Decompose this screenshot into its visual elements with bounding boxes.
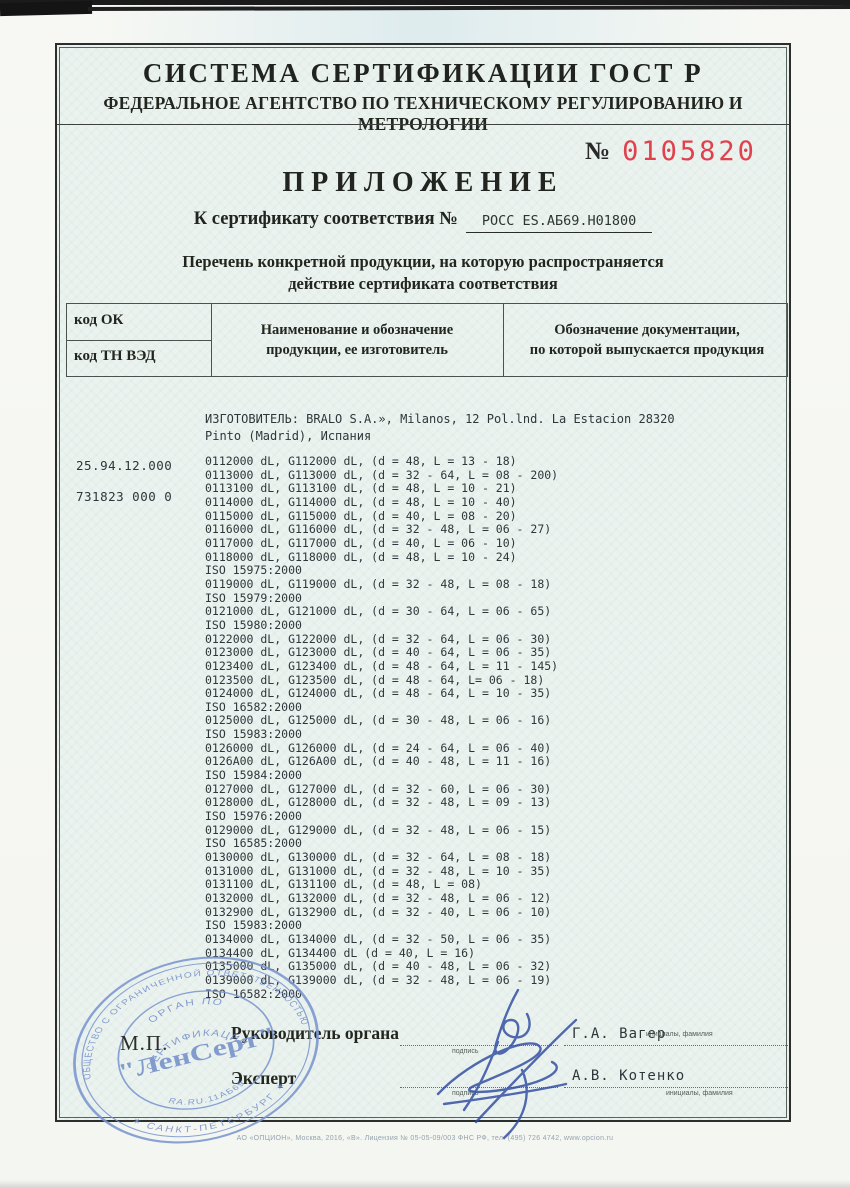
expert-label: Эксперт [231,1068,297,1088]
product-line: 0113100 dL, G113100 dL, (d = 48, L = 10 … [205,481,517,496]
product-line: 0123400 dL, G123400 dL, (d = 48 - 64, L … [205,658,559,673]
product-line: 0113000 dL, G113000 dL, (d = 32 - 64, L … [205,467,559,482]
product-line: 0117000 dL, G117000 dL, (d = 40, L = 06 … [205,535,517,550]
signature-line-2 [400,1087,558,1088]
certificate-reference-number: РОСС ES.АБ69.H01800 [465,213,653,233]
product-line: 0119000 dL, G119000 dL, (d = 32 - 48, L … [205,576,552,591]
product-line: ISO 16585:2000 [205,836,302,851]
manufacturer-line2: Pinto (Madrid), Испания [205,429,372,443]
subtitle-line2: действие сертификата соответствия [288,273,558,293]
product-line: 0114000 dL, G114000 dL, (d = 48, L = 10 … [205,494,517,509]
product-list: 0112000 dL, G112000 dL, (d = 48, L = 13 … [205,454,785,1001]
sign-caption-2: подпись [452,1090,479,1097]
name-line-1 [564,1045,788,1046]
certificate-frame-inner [59,47,787,1118]
product-line: 0122000 dL, G122000 dL, (d = 32 - 64, L … [205,631,552,646]
product-line: 0121000 dL, G121000 dL, (d = 30 - 64, L … [205,604,552,619]
product-line: 0130000 dL, G130000 dL, (d = 32 - 64, L … [205,850,552,865]
agency-title: ФЕДЕРАЛЬНОЕ АГЕНТСТВО ПО ТЕХНИЧЕСКОМУ РЕ… [103,93,743,134]
ok-code-value: 25.94.12.000 [76,458,173,473]
stamp-inner-line1: ОРГАН ПО [143,989,227,1026]
system-title: СИСТЕМА СЕРТИФИКАЦИИ ГОСТ Р [142,58,704,88]
svg-text:ОРГАН ПО: ОРГАН ПО [143,989,227,1026]
product-line: 0124000 dL, G124000 dL, (d = 48 - 64, L … [205,686,552,701]
product-line: ISO 15980:2000 [205,617,302,632]
product-line: ISO 16582:2000 [205,986,302,1001]
product-line: ISO 15983:2000 [205,727,302,742]
product-line: 0126A00 dL, G126A00 dL, (d = 40 - 48, L … [205,754,552,769]
product-line: ISO 16582:2000 [205,699,302,714]
column-header-documents: Обозначение документации, по которой вып… [529,322,765,358]
product-line: 0131100 dL, G131100 dL, (d = 48, L = 08) [205,877,482,892]
table-vertical-divider-2 [503,304,504,376]
product-line: 0115000 dL, G115000 dL, (d = 40, L = 08 … [205,508,517,523]
product-line: 0132000 dL, G132000 dL, (d = 32 - 48, L … [205,891,552,905]
header-divider [57,124,789,125]
scan-artifact-bottom [0,1180,850,1188]
product-line: 0118000 dL, G118000 dL, (d = 48, L = 10 … [205,549,517,564]
expert-name: А.В. Котенко [572,1068,686,1084]
name-caption-2: инициалы, фамилия [666,1090,733,1097]
product-line: 0123000 dL, G123000 dL, (d = 40 - 64, L … [205,645,552,660]
product-line: ISO 15984:2000 [205,768,302,783]
subtitle-line1: Перечень конкретной продукции, на котору… [182,252,664,271]
product-line: 0132900 dL, G132900 dL, (d = 32 - 40, L … [205,904,552,919]
manufacturer-block: ИЗГОТОВИТЕЛЬ: BRALO S.A.», Milanos, 12 P… [205,411,780,445]
sign-caption-1: подпись [452,1048,479,1055]
column-header-ok-code: код ОК [74,312,124,328]
number-sign: № [585,137,611,165]
name-caption-1: инициалы, фамилия [646,1031,713,1038]
product-line: 0125000 dL, G125000 dL, (d = 30 - 48, L … [205,713,552,728]
blank-number: № 0105820 [585,136,757,167]
certificate-frame [55,43,791,1122]
product-line: ISO 15983:2000 [205,918,302,933]
column-header-tnved-code: код ТН ВЭД [74,348,156,364]
print-house-footer: АО «ОПЦИОН», Москва, 2016, «В». Лицензия… [236,1135,614,1142]
seal-place-mark: М.П. [120,1031,169,1055]
product-line: 0123500 dL, G123500 dL, (d = 48 - 64, L=… [205,672,545,687]
document-title: ПРИЛОЖЕНИЕ [282,167,564,198]
product-line: 0135000 dL, G135000 dL, (d = 40 - 48, L … [205,959,552,974]
certificate-reference-label: К сертификату соответствия № [193,209,458,229]
scan-artifact-line [87,5,850,11]
product-line: 0128000 dL, G128000 dL, (d = 32 - 48, L … [205,795,552,810]
product-line: 0131000 dL, G131000 dL, (d = 32 - 48, L … [205,863,552,878]
certification-stamp: ОБЩЕСТВО С ОГРАНИЧЕННОЙ ОТВЕТСТВЕННОСТЬЮ… [62,944,319,1151]
blank-number-value: 0105820 [622,136,757,167]
product-line: 0127000 dL, G127000 dL, (d = 32 - 60, L … [205,781,552,796]
product-line: 0134400 dL, G134400 dL (d = 40, L = 16) [205,945,476,960]
scan-artifact-blob [0,0,93,17]
product-line: ISO 15979:2000 [205,590,302,605]
product-line: 0126000 dL, G126000 dL, (d = 24 - 64, L … [205,740,552,755]
product-line: 0129000 dL, G129000 dL, (d = 32 - 48, L … [205,822,552,837]
product-line: ISO 15975:2000 [205,563,302,578]
product-list-subtitle: Перечень конкретной продукции, на котору… [57,251,789,294]
table-header: код ОК код ТН ВЭД Наименование и обознач… [66,303,788,377]
product-line: 0116000 dL, G116000 dL, (d = 32 - 48, L … [205,522,552,537]
head-of-body-name: Г.А. Вагер [572,1026,667,1042]
product-line: ISO 15976:2000 [205,809,302,824]
column-header-product: Наименование и обозначение продукции, ее… [260,322,454,358]
tnved-code-value: 731823 000 0 [76,489,173,504]
product-line: 0139000 dL, G139000 dL, (d = 32 - 48, L … [205,972,552,987]
handwritten-signatures [436,988,578,1140]
table-left-column-divider [67,340,211,341]
scan-artifact-top [0,0,850,5]
manufacturer-line1: ИЗГОТОВИТЕЛЬ: BRALO S.A.», Milanos, 12 P… [205,412,675,426]
product-line: 0112000 dL, G112000 dL, (d = 48, L = 13 … [205,454,517,468]
table-vertical-divider-1 [211,304,212,376]
name-line-2 [564,1087,788,1088]
certificate-reference: К сертификату соответствия № РОСС ES.АБ6… [57,209,789,233]
signature-line-1 [400,1045,558,1046]
product-line: 0134000 dL, G134000 dL, (d = 32 - 50, L … [205,931,552,946]
